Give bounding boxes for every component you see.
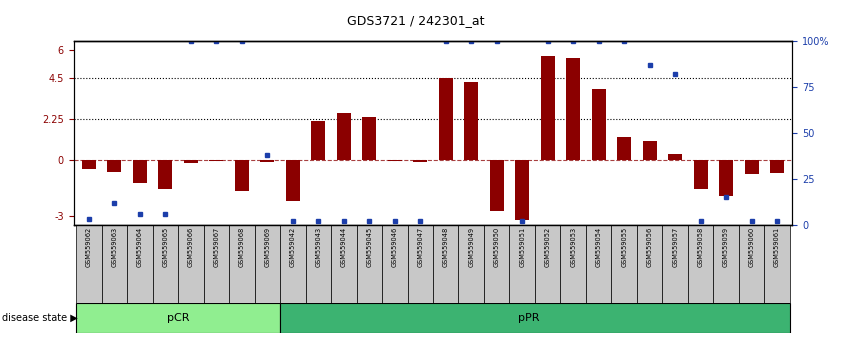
Bar: [439, 79, 453, 160]
Text: disease state ▶: disease state ▶: [2, 313, 77, 323]
Bar: [204, 225, 229, 303]
Bar: [82, 160, 96, 169]
Text: GSM559054: GSM559054: [596, 227, 602, 267]
Text: GSM559060: GSM559060: [748, 227, 754, 267]
Text: GSM559044: GSM559044: [341, 227, 346, 267]
Bar: [229, 225, 255, 303]
Bar: [662, 225, 688, 303]
Bar: [714, 225, 739, 303]
Bar: [515, 160, 529, 220]
Bar: [337, 113, 351, 160]
Text: GSM559052: GSM559052: [545, 227, 551, 267]
Bar: [235, 160, 249, 191]
Bar: [643, 141, 656, 160]
Bar: [127, 225, 152, 303]
Text: GDS3721 / 242301_at: GDS3721 / 242301_at: [347, 13, 484, 27]
Bar: [591, 90, 605, 160]
Bar: [76, 303, 280, 333]
Text: GSM559055: GSM559055: [621, 227, 627, 267]
Bar: [669, 154, 682, 160]
Text: pPR: pPR: [518, 313, 540, 323]
Bar: [719, 160, 734, 196]
Text: GSM559065: GSM559065: [162, 227, 168, 267]
Bar: [688, 225, 714, 303]
Text: GSM559048: GSM559048: [443, 227, 449, 267]
Bar: [637, 225, 662, 303]
Bar: [617, 137, 631, 160]
Bar: [107, 160, 121, 172]
Bar: [739, 225, 765, 303]
Bar: [413, 160, 427, 162]
Bar: [382, 225, 408, 303]
Bar: [489, 160, 504, 211]
Bar: [280, 225, 306, 303]
Bar: [586, 225, 611, 303]
Text: GSM559056: GSM559056: [647, 227, 653, 267]
Bar: [357, 225, 382, 303]
Bar: [458, 225, 484, 303]
Text: GSM559047: GSM559047: [417, 227, 423, 267]
Text: GSM559043: GSM559043: [315, 227, 321, 267]
Bar: [362, 117, 377, 160]
Bar: [509, 225, 535, 303]
Bar: [331, 225, 357, 303]
Bar: [484, 225, 509, 303]
Bar: [210, 160, 223, 161]
Text: GSM559058: GSM559058: [698, 227, 704, 267]
Text: GSM559067: GSM559067: [213, 227, 219, 267]
Bar: [464, 82, 478, 160]
Bar: [560, 225, 586, 303]
Bar: [535, 225, 560, 303]
Bar: [306, 225, 331, 303]
Bar: [540, 56, 555, 160]
Bar: [566, 58, 580, 160]
Bar: [388, 160, 402, 161]
Text: GSM559069: GSM559069: [264, 227, 270, 267]
Bar: [408, 225, 433, 303]
Text: GSM559042: GSM559042: [290, 227, 296, 267]
Text: GSM559045: GSM559045: [366, 227, 372, 267]
Bar: [101, 225, 127, 303]
Bar: [76, 225, 101, 303]
Text: GSM559064: GSM559064: [137, 227, 143, 267]
Text: GSM559062: GSM559062: [86, 227, 92, 267]
Text: GSM559061: GSM559061: [774, 227, 780, 267]
Bar: [261, 160, 275, 162]
Text: GSM559046: GSM559046: [391, 227, 397, 267]
Text: GSM559066: GSM559066: [188, 227, 194, 267]
Text: GSM559063: GSM559063: [112, 227, 118, 267]
Bar: [745, 160, 759, 173]
Text: GSM559049: GSM559049: [469, 227, 475, 267]
Text: pCR: pCR: [167, 313, 190, 323]
Bar: [152, 225, 178, 303]
Bar: [184, 160, 197, 162]
Bar: [255, 225, 280, 303]
Bar: [158, 160, 172, 189]
Bar: [286, 160, 300, 201]
Bar: [280, 303, 790, 333]
Bar: [132, 160, 147, 183]
Bar: [765, 225, 790, 303]
Bar: [178, 225, 204, 303]
Bar: [611, 225, 637, 303]
Text: GSM559068: GSM559068: [239, 227, 245, 267]
Bar: [311, 121, 326, 160]
Bar: [694, 160, 708, 189]
Text: GSM559059: GSM559059: [723, 227, 729, 267]
Text: GSM559051: GSM559051: [520, 227, 525, 267]
Text: GSM559057: GSM559057: [672, 227, 678, 267]
Text: GSM559053: GSM559053: [570, 227, 576, 267]
Text: GSM559050: GSM559050: [494, 227, 500, 267]
Bar: [433, 225, 458, 303]
Bar: [770, 160, 784, 173]
